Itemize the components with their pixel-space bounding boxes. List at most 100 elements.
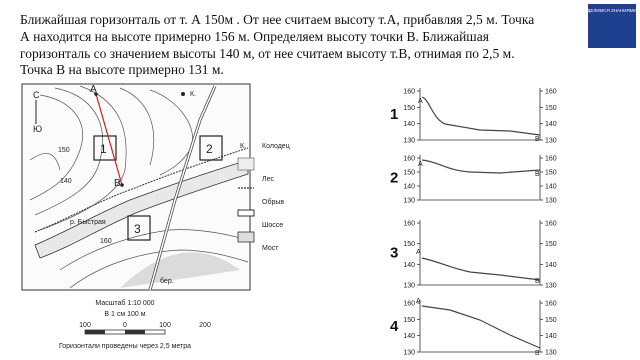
tick-label: 140 xyxy=(403,184,415,191)
tick-label: 130 xyxy=(403,350,415,357)
well xyxy=(181,92,185,96)
profile-curve xyxy=(421,257,541,281)
map-label: 1 xyxy=(100,142,107,156)
tick-label: 160 xyxy=(403,156,415,163)
contour xyxy=(59,229,249,271)
map-label: С xyxy=(33,90,40,100)
scale-bar xyxy=(85,330,105,334)
profile-curve xyxy=(421,305,541,349)
square xyxy=(93,135,117,161)
contour xyxy=(119,87,155,166)
route-line xyxy=(95,93,123,186)
point-label: В xyxy=(535,136,540,143)
tick-label: 150 xyxy=(403,170,415,177)
point-label: В xyxy=(535,350,540,357)
map-label: Ю xyxy=(33,124,42,134)
contour xyxy=(29,153,61,171)
scale-bar xyxy=(125,330,145,334)
tick-label: 140 xyxy=(403,121,415,128)
tick-label: 150 xyxy=(545,317,557,324)
point-label: А xyxy=(416,298,421,305)
point-a xyxy=(94,92,98,96)
tick-label: 130 xyxy=(545,138,557,145)
tick-label: 160 xyxy=(545,221,557,228)
legend-label: Мост xyxy=(262,245,279,252)
legend-label: Шоссе xyxy=(262,222,283,229)
square xyxy=(199,135,223,161)
map-label: 160 xyxy=(100,238,112,245)
tick-label: 140 xyxy=(545,184,557,191)
tick-label: 140 xyxy=(545,262,557,269)
scale-title: Масштаб 1:10 000 xyxy=(95,299,154,307)
point-label: В xyxy=(535,278,540,285)
map-label: А xyxy=(90,84,97,95)
tick-label: 160 xyxy=(545,89,557,96)
forest xyxy=(120,252,240,288)
scale-tick: 100 xyxy=(159,322,171,329)
tick-label: 160 xyxy=(403,301,415,308)
profile-curve xyxy=(421,96,541,136)
scale-tick: 200 xyxy=(199,322,211,329)
scale-note: Горизонтали проведены через 2,5 метра xyxy=(59,343,191,350)
scale-tick: 0 xyxy=(123,322,127,329)
map-label: р. Быстрая xyxy=(70,219,106,226)
tick-label: 160 xyxy=(403,221,415,228)
text-line: Ближайшая горизонталь от т. А 150м . От … xyxy=(20,12,534,27)
contour xyxy=(29,94,83,201)
map-label: 150 xyxy=(58,147,70,154)
profile-number: 4 xyxy=(390,318,399,335)
map-label: 2 xyxy=(206,142,213,156)
tick-label: 150 xyxy=(403,317,415,324)
point-label: А xyxy=(418,161,423,168)
tick-label: 140 xyxy=(545,121,557,128)
highway-inner xyxy=(149,85,216,291)
point-label: А xyxy=(416,249,421,256)
tick-label: 140 xyxy=(545,333,557,340)
tick-label: 160 xyxy=(403,89,415,96)
legend-label: Колодец xyxy=(262,143,290,150)
map-label: бер. xyxy=(160,277,174,285)
text-line: горизонталь со значением высоты 140 м, о… xyxy=(20,46,515,61)
contour xyxy=(69,249,249,289)
tick-label: 160 xyxy=(545,301,557,308)
tick-label: 150 xyxy=(545,170,557,177)
logo-box xyxy=(588,4,636,48)
logo-text: ДЕЛИМСЯ ЗНАНИЯМИ xyxy=(587,8,636,13)
profile-number: 1 xyxy=(390,106,398,123)
legend-symbol xyxy=(237,209,255,217)
map xyxy=(21,83,251,291)
tick-label: 150 xyxy=(403,241,415,248)
tick-label: 130 xyxy=(545,283,557,290)
cliff xyxy=(34,147,249,233)
legend-symbol xyxy=(237,157,255,171)
tick-label: 150 xyxy=(545,241,557,248)
tick-label: 140 xyxy=(403,262,415,269)
point-label: В xyxy=(535,171,540,178)
contour xyxy=(39,85,127,231)
tick-label: 130 xyxy=(545,198,557,205)
legend-label: Лес xyxy=(262,176,274,183)
tick-label: 130 xyxy=(403,138,415,145)
map-label: 140 xyxy=(60,178,72,185)
map-label: 3 xyxy=(134,222,141,236)
point-label: А xyxy=(418,98,423,105)
profile-number: 2 xyxy=(390,170,398,187)
legend-symbol xyxy=(237,231,255,243)
legend-symbol: К. xyxy=(240,143,246,150)
tick-label: 150 xyxy=(403,105,415,112)
legend-label: Обрыв xyxy=(262,198,284,206)
scale-ratio: В 1 см 100 м xyxy=(104,311,145,318)
map-label: К. xyxy=(190,91,196,98)
tick-label: 150 xyxy=(545,105,557,112)
tick-label: 160 xyxy=(545,156,557,163)
profile-number: 3 xyxy=(390,245,398,262)
profile-curve xyxy=(421,159,541,174)
text-line: Точка В на высоте примерно 131 м. xyxy=(20,62,224,77)
tick-label: 130 xyxy=(545,350,557,357)
tick-label: 140 xyxy=(403,333,415,340)
square xyxy=(127,215,151,241)
tick-label: 130 xyxy=(403,283,415,290)
tick-label: 130 xyxy=(403,198,415,205)
